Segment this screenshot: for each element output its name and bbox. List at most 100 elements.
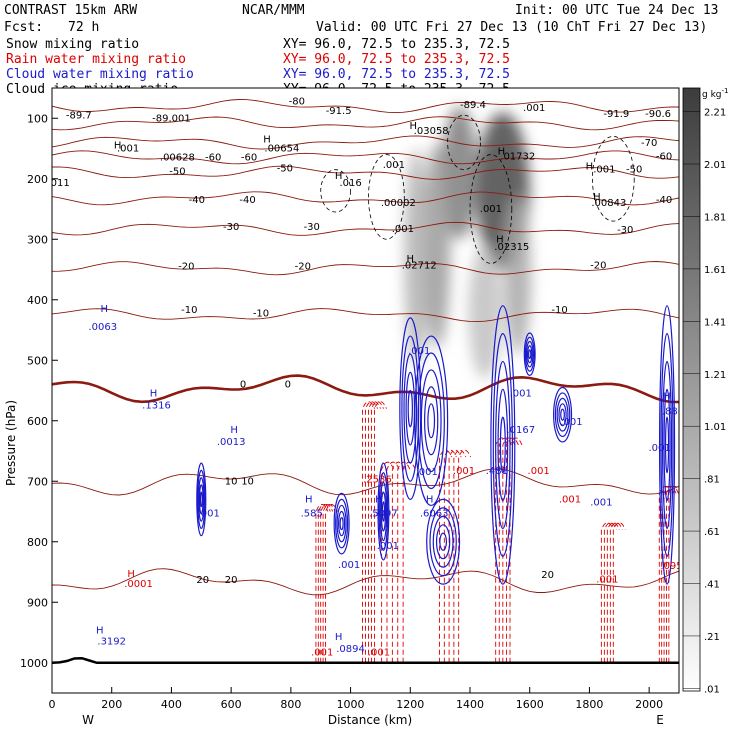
contour-label: .001: [596, 574, 618, 585]
isotherm-line: [52, 261, 679, 276]
y-tick-label: 400: [27, 294, 48, 307]
contour-label: H: [586, 162, 594, 173]
cloud-water-contour: [490, 305, 516, 585]
init-time: Init: 00 UTC Tue 24 Dec 13: [515, 3, 719, 18]
contour-label: .095: [660, 561, 682, 572]
x-tick-label: 400: [161, 698, 182, 711]
contour-label: H: [96, 626, 104, 637]
contour-label: H: [496, 234, 504, 245]
contour-label: H: [410, 121, 418, 132]
contour-label: H: [593, 192, 601, 203]
x-tick-label: 1800: [575, 698, 603, 711]
snow-core: [504, 196, 532, 355]
cloud-water-contour: [499, 416, 506, 474]
cloud-ice-contour: [368, 154, 405, 240]
field-rain-xy: XY= 96.0, 72.5 to 235.3, 72.5: [283, 52, 510, 67]
cloud-water-contour: [660, 333, 674, 557]
contour-label: .00628: [160, 153, 195, 164]
forecast-label: Fcst:: [4, 20, 43, 35]
x-tick-label: 1600: [516, 698, 544, 711]
cloud-water-contour: [524, 336, 535, 372]
isotherm-line: [52, 221, 679, 236]
contour-label: 20: [541, 570, 554, 581]
cloud-water-contour: [403, 353, 418, 464]
colorbar-tick-label: .21: [704, 632, 720, 643]
contour-label: .001: [559, 494, 581, 505]
cloud-water-contour: [197, 469, 206, 530]
x-tick-label: 200: [101, 698, 122, 711]
contour-layer: -89.7 -89.001 -91.5 -80 -89.4 .001 -91.9 -90.6.…: [47, 96, 684, 665]
contour-label: -10: [551, 305, 567, 316]
snow-core: [468, 245, 502, 379]
contour-label: -60: [241, 153, 257, 164]
y-tick-label: 1000: [20, 657, 48, 670]
contour-label: -20: [590, 260, 606, 271]
contour-label: .001: [377, 541, 399, 552]
field-snow-xy: XY= 96.0, 72.5 to 235.3, 72.5: [283, 37, 510, 52]
valid-time: Valid: 00 UTC Fri 27 Dec 13 (10 ChT Fri …: [316, 20, 707, 35]
contour-label: .001: [311, 647, 333, 658]
cloud-water-contour: [333, 492, 350, 555]
cloud-ice-contour: [320, 169, 351, 213]
contour-label: .001: [392, 224, 414, 235]
rain-contour: [402, 461, 416, 663]
isotherm-line: [52, 135, 679, 150]
model-title: CONTRAST 15km ARW: [4, 3, 137, 18]
contour-label: .0001: [124, 579, 153, 590]
isotherm-line: [52, 165, 679, 180]
colorbar-tick-label: 1.61: [704, 265, 726, 276]
cloud-water-contour: [414, 335, 449, 507]
colorbar-tick-label: 1.81: [704, 212, 726, 223]
contour-label: .02712: [402, 260, 437, 271]
contour-label: H: [335, 632, 343, 643]
cloud-water-contour: [338, 510, 346, 537]
contour-label: .02315: [494, 242, 529, 253]
x-tick-label: 1200: [396, 698, 424, 711]
isotherm-line: [52, 99, 679, 114]
contour-label: 20: [196, 575, 209, 586]
contour-label: .001: [117, 144, 139, 155]
y-tick-label: 600: [27, 415, 48, 428]
colorbar-tick-label: .01: [704, 684, 720, 695]
contour-label: H: [114, 141, 122, 152]
isotherm-line: [52, 191, 679, 206]
isotherm-line: [52, 150, 679, 165]
contour-label: .001: [416, 467, 438, 478]
contour-label: H: [426, 494, 434, 505]
cloud-ice-contour: [592, 135, 635, 222]
contour-label: -20: [295, 262, 311, 273]
contour-label: .880: [662, 407, 684, 418]
contour-label: -70: [641, 138, 657, 149]
contour-label: .001: [198, 508, 220, 519]
x-axis-title: Distance (km): [328, 713, 412, 727]
colorbar-tick-label: 1.41: [704, 317, 726, 328]
contour-label: -40: [239, 195, 255, 206]
contour-label: -50: [626, 165, 642, 176]
cloud-water-contour: [663, 388, 671, 502]
contour-label: -40: [656, 195, 672, 206]
colorbar: [682, 87, 701, 692]
isotherm-line: [52, 374, 679, 404]
cloud-water-contour: [525, 340, 534, 368]
field-snow-name: Snow mixing ratio: [6, 37, 139, 52]
contour-label: .001: [338, 560, 360, 571]
contour-label: .001: [480, 204, 502, 215]
x-tick-label: 0: [49, 698, 56, 711]
contour-label: .0167: [506, 425, 535, 436]
snow-shading: [404, 106, 532, 379]
cloud-water-contour: [426, 498, 461, 585]
contour-label: -40: [189, 195, 205, 206]
contour-label: .6063: [420, 508, 449, 519]
colorbar-tick-label: .41: [704, 580, 720, 591]
cloud-water-contour: [556, 397, 569, 432]
snow-core: [423, 142, 451, 349]
cloud-water-contour: [339, 516, 344, 531]
y-tick-label: 200: [27, 173, 48, 186]
contour-label: .0894: [336, 644, 365, 655]
contour-label: .011: [47, 178, 69, 189]
x-tick-label: 1400: [456, 698, 484, 711]
cloud-water-contour: [432, 515, 454, 568]
cloud-water-contour: [198, 484, 204, 515]
y-axis-title: Pressure (hPa): [4, 400, 18, 486]
cloud-water-contour: [658, 305, 676, 585]
